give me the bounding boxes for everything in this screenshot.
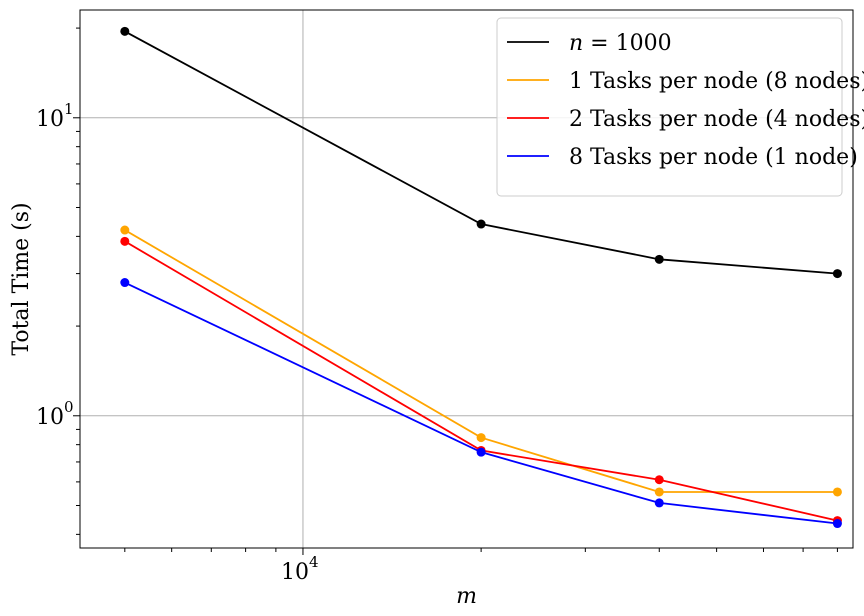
legend-item: 8 Tasks per node (1 node) xyxy=(507,145,858,170)
legend-label: 8 Tasks per node (1 node) xyxy=(569,145,858,170)
data-point xyxy=(832,519,842,529)
legend-item: 1 Tasks per node (8 nodes) xyxy=(507,69,864,94)
data-point xyxy=(120,26,130,36)
legend-box xyxy=(496,17,843,197)
series-line xyxy=(124,30,838,275)
x-tick-label: 10 xyxy=(281,560,309,585)
data-point xyxy=(832,269,842,279)
plot-frame xyxy=(79,9,854,549)
data-point xyxy=(476,433,486,443)
series-1 xyxy=(120,26,842,279)
series-4 xyxy=(120,278,842,529)
series-3 xyxy=(120,236,842,526)
data-point xyxy=(654,487,664,497)
legend-item: 2 Tasks per node (4 nodes) xyxy=(507,107,864,132)
y-tick-label: 10 xyxy=(36,107,64,132)
legend-label: n = 1000 xyxy=(569,31,672,56)
legend-item: n = 1000 xyxy=(507,31,672,56)
data-point xyxy=(476,447,486,457)
y-tick-label-exponent: 0 xyxy=(64,398,74,416)
data-point xyxy=(654,254,664,264)
legend: n = 1000 1 Tasks per node (8 nodes) 2 Task… xyxy=(496,17,864,197)
series-line xyxy=(124,240,838,522)
y-tick-label: 10 xyxy=(36,405,64,430)
x-axis-label: m xyxy=(456,584,477,609)
data-point xyxy=(654,475,664,485)
legend-label: 1 Tasks per node (8 nodes) xyxy=(569,69,864,94)
series-line xyxy=(124,281,838,525)
y-axis-label: Total Time (s) xyxy=(9,202,34,355)
series-layer xyxy=(120,26,842,529)
data-point xyxy=(654,498,664,508)
ticks: 10 410 010 1 xyxy=(36,27,838,585)
x-tick-label-exponent: 4 xyxy=(309,553,319,571)
data-point xyxy=(832,487,842,497)
data-point xyxy=(120,236,130,246)
legend-label: 2 Tasks per node (4 nodes) xyxy=(569,107,864,132)
data-point xyxy=(476,219,486,229)
data-point xyxy=(120,225,130,235)
y-tick-label-exponent: 1 xyxy=(64,100,74,118)
data-point xyxy=(120,278,130,288)
